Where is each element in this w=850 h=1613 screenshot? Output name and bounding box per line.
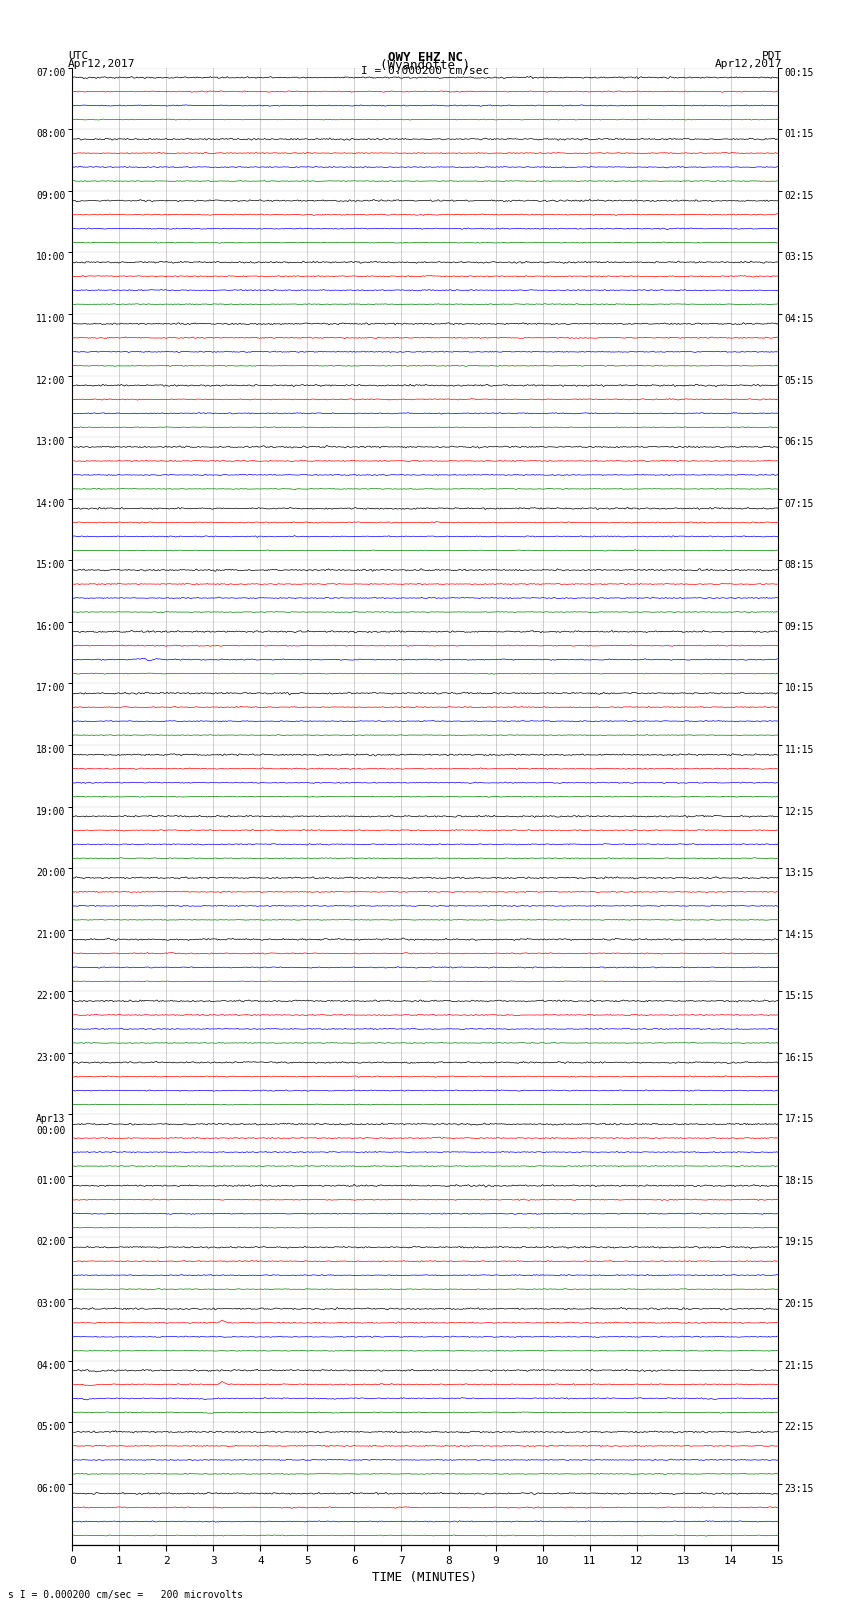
Text: OWY EHZ NC: OWY EHZ NC: [388, 50, 462, 65]
Text: UTC: UTC: [68, 50, 88, 61]
X-axis label: TIME (MINUTES): TIME (MINUTES): [372, 1571, 478, 1584]
Text: Apr12,2017: Apr12,2017: [68, 58, 135, 69]
Text: (Wyandotte ): (Wyandotte ): [380, 58, 470, 73]
Text: Apr12,2017: Apr12,2017: [715, 58, 782, 69]
Text: I = 0.000200 cm/sec: I = 0.000200 cm/sec: [361, 66, 489, 76]
Text: s I = 0.000200 cm/sec =   200 microvolts: s I = 0.000200 cm/sec = 200 microvolts: [8, 1590, 243, 1600]
Text: PDT: PDT: [762, 50, 782, 61]
